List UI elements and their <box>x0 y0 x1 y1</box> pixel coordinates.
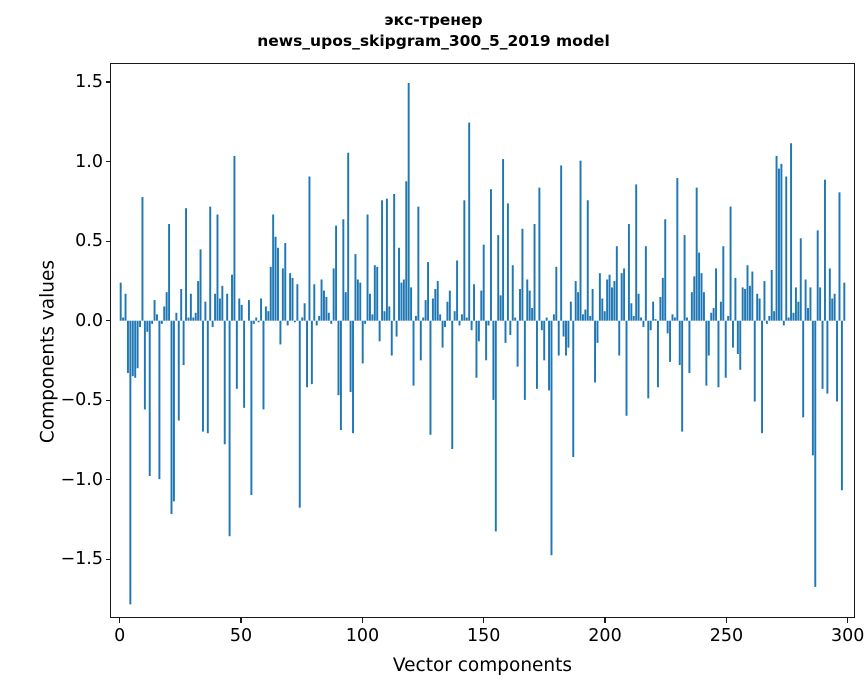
x-tick-mark <box>847 618 849 623</box>
x-tick-label: 300 <box>830 626 865 646</box>
bar-series <box>119 83 846 605</box>
chart-title-line-2: news_upos_skipgram_300_5_2019 model <box>257 32 610 50</box>
y-tick-mark <box>106 399 111 401</box>
y-tick-label: −1.5 <box>60 549 104 570</box>
x-tick-label: 100 <box>345 626 380 646</box>
y-tick-mark <box>106 320 111 322</box>
x-tick-label: 0 <box>114 626 126 646</box>
x-axis-label: Vector components <box>392 655 573 676</box>
x-tick-label: 250 <box>709 626 744 646</box>
x-tick-label: 200 <box>588 626 622 646</box>
chart-title-line-1: экс-тренер <box>384 11 483 29</box>
y-tick-label: −0.5 <box>60 390 104 411</box>
y-axis-label: Components values <box>37 259 59 444</box>
x-tick-mark <box>240 618 242 623</box>
y-tick-label: 1.5 <box>75 72 103 93</box>
y-tick-mark <box>106 240 111 242</box>
x-tick-mark <box>119 618 121 623</box>
plot-area <box>110 63 855 618</box>
y-tick-mark <box>106 479 111 481</box>
y-tick-mark <box>106 558 111 560</box>
x-tick-mark <box>725 618 727 623</box>
y-tick-mark <box>106 81 111 83</box>
y-tick-label: 0.5 <box>75 231 103 252</box>
x-tick-mark <box>604 618 606 623</box>
x-tick-label: 150 <box>466 626 501 646</box>
chart-title: экс-тренер news_upos_skipgram_300_5_2019… <box>0 10 867 52</box>
x-tick-mark <box>361 618 363 623</box>
y-tick-label: 1.0 <box>75 151 103 172</box>
x-tick-mark <box>483 618 485 623</box>
y-tick-label: 0.0 <box>75 310 103 331</box>
y-tick-mark <box>106 160 111 163</box>
x-tick-label: 50 <box>229 626 253 646</box>
y-tick-label: −1.0 <box>60 469 104 490</box>
